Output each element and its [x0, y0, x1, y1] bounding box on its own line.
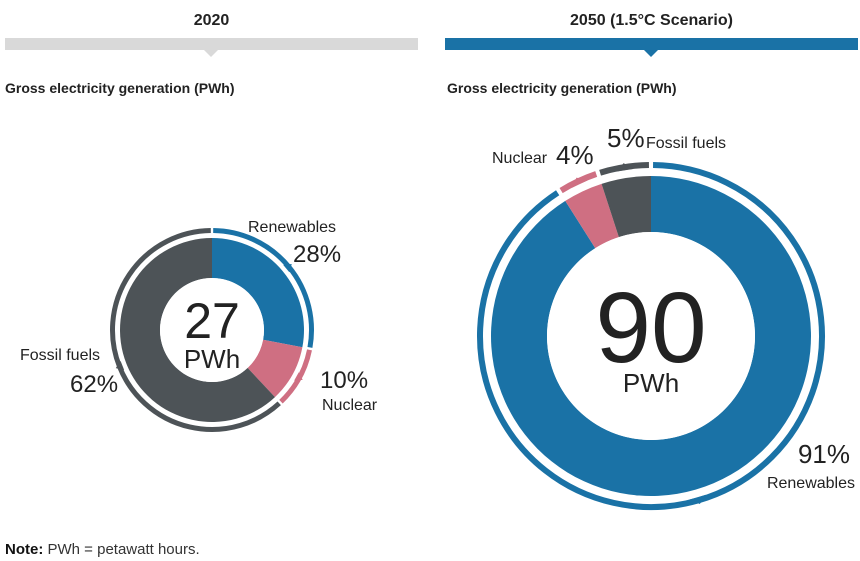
- total-value-2020: 27: [184, 293, 240, 349]
- slice-2050-fossil: [601, 176, 651, 238]
- pointer-2050-renewables: [689, 494, 706, 505]
- donut-hole-2050: [547, 232, 755, 440]
- pct-2050-renewables: 91%: [798, 439, 850, 469]
- label-2020-renewables: Renewables: [248, 219, 336, 236]
- slice-2050-nuclear: [565, 183, 619, 249]
- pointer-2020-nuclear: [294, 372, 303, 381]
- panel-2050-bar: [445, 38, 858, 50]
- label-2020-fossil: Fossil fuels: [20, 347, 100, 364]
- donut-hole-2020: [160, 278, 264, 382]
- panel-2050-subtitle: Gross electricity generation (PWh): [447, 80, 677, 96]
- pointer-2020-renewables: [283, 264, 292, 273]
- label-2050-nuclear: Nuclear: [492, 150, 548, 167]
- total-unit-2050: PWh: [623, 368, 679, 398]
- panel-2050-notch: [643, 49, 659, 57]
- label-2050-fossil: Fossil fuels: [646, 135, 726, 152]
- panel-2050-header: 2050 (1.5°C Scenario): [445, 0, 858, 57]
- note-text: PWh = petawatt hours.: [43, 541, 200, 558]
- panel-2020-subtitle: Gross electricity generation (PWh): [5, 80, 235, 96]
- label-2050-renewables: Renewables: [767, 475, 855, 492]
- pointer-2050-nuclear: [571, 177, 588, 188]
- panel-2020-title: 2020: [193, 12, 230, 29]
- pct-2050-nuclear: 4%: [556, 140, 594, 170]
- panel-2020-notch: [203, 49, 219, 57]
- total-unit-2020: PWh: [184, 344, 240, 374]
- panel-2020-header: 2020: [5, 0, 418, 57]
- pointer-2020-fossil: [115, 360, 125, 370]
- pct-2050-fossil: 5%: [607, 123, 645, 153]
- note-label: Note:: [5, 541, 44, 558]
- pct-2020-nuclear: 10%: [320, 367, 368, 394]
- panel-2020-bar: [5, 38, 418, 50]
- label-2020-nuclear: Nuclear: [322, 397, 378, 414]
- pct-2020-fossil: 62%: [70, 371, 118, 398]
- slice-2020-fossil: [119, 238, 275, 423]
- footnote: Note: PWh = petawatt hours.: [5, 541, 200, 558]
- slice-2050-renewables: [490, 176, 812, 496]
- slice-2020-renewables: [212, 238, 304, 348]
- pointer-2050-fossil: [616, 163, 634, 172]
- total-value-2050: 90: [595, 272, 706, 384]
- panel-2050-title: 2050 (1.5°C Scenario): [570, 12, 733, 29]
- pct-2020-renewables: 28%: [293, 241, 341, 268]
- slice-2020-nuclear: [247, 339, 303, 398]
